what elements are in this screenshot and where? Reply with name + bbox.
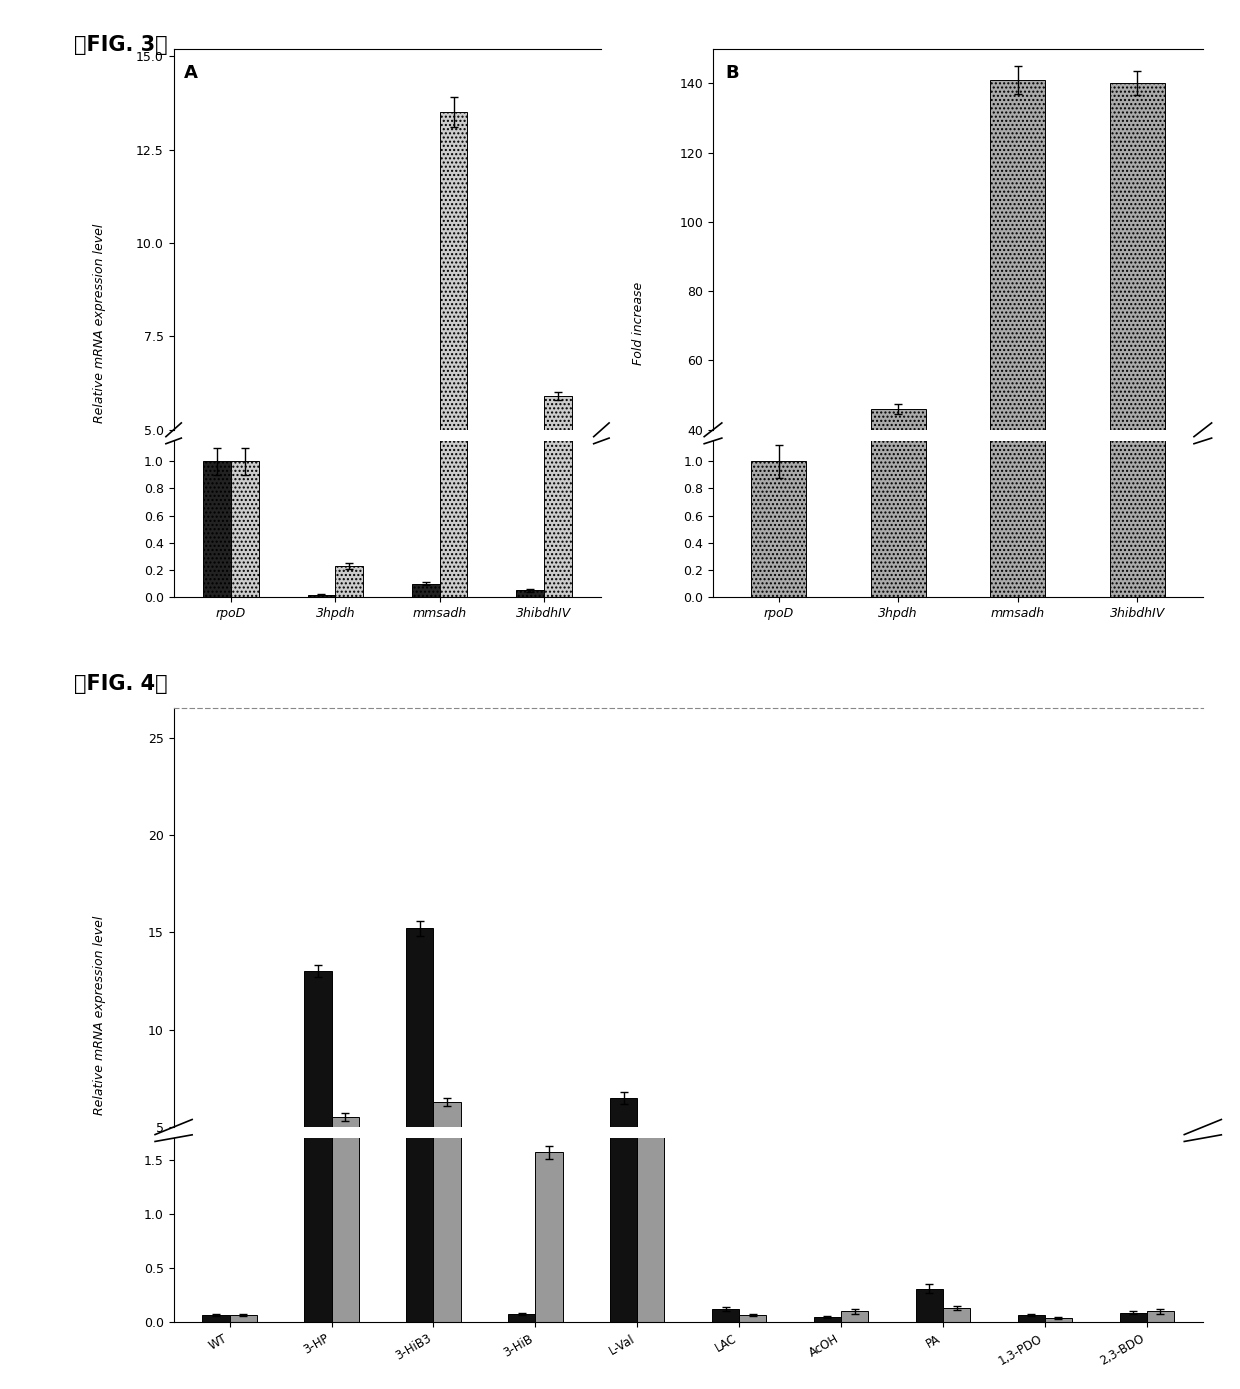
Bar: [202, 1315, 229, 1322]
Bar: [1147, 1311, 1174, 1322]
Text: Relative mRNA expression level: Relative mRNA expression level: [93, 224, 105, 422]
Bar: [508, 1222, 536, 1224]
Text: Relative mRNA expression level: Relative mRNA expression level: [93, 915, 105, 1115]
Bar: [610, 618, 637, 1322]
Bar: [610, 1097, 637, 1224]
Bar: [335, 608, 363, 617]
Bar: [841, 1311, 868, 1322]
Bar: [751, 565, 806, 568]
Bar: [434, 640, 460, 1322]
Bar: [335, 565, 363, 597]
Bar: [637, 1146, 665, 1224]
Bar: [440, 113, 467, 617]
Bar: [1120, 1222, 1147, 1224]
Bar: [536, 1153, 563, 1322]
Bar: [544, 396, 572, 617]
Bar: [942, 1222, 970, 1224]
Bar: [1045, 1318, 1073, 1322]
Bar: [516, 615, 544, 617]
Bar: [712, 1310, 739, 1322]
Bar: [1120, 1313, 1147, 1322]
Bar: [440, 0, 467, 597]
Bar: [1018, 1315, 1045, 1322]
Bar: [990, 79, 1045, 568]
Bar: [231, 461, 259, 597]
Bar: [536, 1193, 563, 1224]
Bar: [231, 579, 259, 617]
Bar: [712, 1222, 739, 1224]
Bar: [516, 590, 544, 597]
Bar: [916, 1218, 942, 1224]
Bar: [229, 1315, 257, 1322]
Text: 【FIG. 3】: 【FIG. 3】: [74, 35, 169, 54]
Bar: [412, 613, 440, 617]
Bar: [1110, 0, 1164, 597]
Bar: [544, 0, 572, 597]
Bar: [637, 889, 665, 1322]
Bar: [1147, 1222, 1174, 1224]
Bar: [203, 461, 231, 597]
Bar: [870, 0, 926, 597]
Bar: [508, 1314, 536, 1322]
Text: A: A: [185, 64, 198, 82]
Bar: [412, 583, 440, 597]
Bar: [1110, 83, 1164, 568]
Bar: [203, 579, 231, 617]
Bar: [304, 971, 331, 1224]
Bar: [751, 461, 806, 597]
Bar: [407, 928, 434, 1224]
Bar: [308, 594, 335, 597]
Text: Fold increase: Fold increase: [632, 282, 645, 364]
Bar: [434, 1101, 460, 1224]
Bar: [304, 0, 331, 1322]
Bar: [870, 408, 926, 568]
Bar: [739, 1315, 766, 1322]
Bar: [331, 1117, 358, 1224]
Bar: [942, 1308, 970, 1322]
Bar: [990, 0, 1045, 597]
Bar: [916, 1289, 942, 1322]
Bar: [331, 726, 358, 1322]
Bar: [407, 0, 434, 1322]
Text: B: B: [725, 64, 739, 82]
Bar: [813, 1317, 841, 1322]
Text: 【FIG. 4】: 【FIG. 4】: [74, 674, 169, 693]
Bar: [841, 1222, 868, 1224]
